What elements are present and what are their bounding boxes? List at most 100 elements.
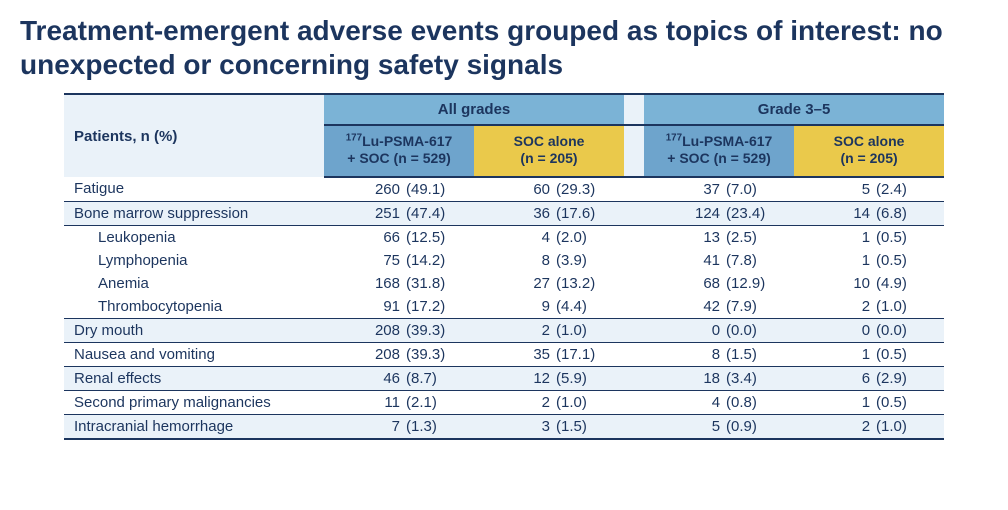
arm-header-lu-psma-all: 177Lu-PSMA-617+ SOC (n = 529): [324, 125, 474, 177]
group-header-row: Patients, n (%) All grades Grade 3–5: [64, 94, 944, 125]
cell-n: 124: [644, 201, 722, 225]
cell-n: 3: [474, 414, 552, 439]
cell-pct: (2.1): [402, 390, 474, 414]
cell-pct: (0.5): [872, 342, 944, 366]
arm-header-soc-g35: SOC alone(n = 205): [794, 125, 944, 177]
cell-pct: (2.9): [872, 366, 944, 390]
row-gap: [624, 366, 644, 390]
arm-header-lu-psma-g35: 177Lu-PSMA-617+ SOC (n = 529): [644, 125, 794, 177]
row-label: Bone marrow suppression: [64, 201, 324, 225]
cell-n: 13: [644, 225, 722, 249]
cell-n: 18: [644, 366, 722, 390]
row-label: Fatigue: [64, 177, 324, 202]
cell-pct: (1.0): [552, 318, 624, 342]
cell-pct: (8.7): [402, 366, 474, 390]
group-gap: [624, 94, 644, 125]
table-row: Thrombocytopenia91(17.2)9(4.4)42(7.9)2(1…: [64, 295, 944, 319]
cell-pct: (3.9): [552, 249, 624, 272]
cell-pct: (29.3): [552, 177, 624, 202]
cell-pct: (0.5): [872, 249, 944, 272]
cell-pct: (0.5): [872, 225, 944, 249]
cell-pct: (31.8): [402, 272, 474, 295]
cell-n: 75: [324, 249, 402, 272]
cell-pct: (2.4): [872, 177, 944, 202]
cell-n: 41: [644, 249, 722, 272]
cell-n: 5: [794, 177, 872, 202]
cell-n: 1: [794, 225, 872, 249]
cell-pct: (7.0): [722, 177, 794, 202]
cell-n: 1: [794, 342, 872, 366]
cell-n: 2: [794, 414, 872, 439]
cell-pct: (2.5): [722, 225, 794, 249]
cell-n: 168: [324, 272, 402, 295]
cell-pct: (13.2): [552, 272, 624, 295]
arm-label: 177Lu-PSMA-617+ SOC (n = 529): [346, 133, 453, 167]
row-gap: [624, 177, 644, 202]
row-gap: [624, 249, 644, 272]
row-gap: [624, 414, 644, 439]
cell-pct: (14.2): [402, 249, 474, 272]
cell-n: 260: [324, 177, 402, 202]
table-row: Fatigue260(49.1)60(29.3) 37(7.0)5(2.4): [64, 177, 944, 202]
cell-n: 36: [474, 201, 552, 225]
table-row: Lymphopenia75(14.2)8(3.9)41(7.8)1(0.5): [64, 249, 944, 272]
cell-n: 11: [324, 390, 402, 414]
cell-pct: (1.0): [872, 414, 944, 439]
cell-n: 1: [794, 249, 872, 272]
row-gap: [624, 318, 644, 342]
cell-n: 208: [324, 342, 402, 366]
row-label: Second primary malignancies: [64, 390, 324, 414]
arm-gap: [624, 125, 644, 177]
table-row: Anemia168(31.8)27(13.2)68(12.9)10(4.9): [64, 272, 944, 295]
cell-n: 208: [324, 318, 402, 342]
cell-pct: (0.5): [872, 390, 944, 414]
cell-n: 9: [474, 295, 552, 319]
cell-n: 35: [474, 342, 552, 366]
table-row: Leukopenia66(12.5)4(2.0)13(2.5)1(0.5): [64, 225, 944, 249]
cell-n: 6: [794, 366, 872, 390]
cell-pct: (12.9): [722, 272, 794, 295]
ae-table-body: Fatigue260(49.1)60(29.3)37(7.0)5(2.4)Bon…: [64, 177, 944, 439]
cell-pct: (0.0): [872, 318, 944, 342]
cell-n: 2: [474, 318, 552, 342]
row-label: Leukopenia: [64, 225, 324, 249]
cell-pct: (4.4): [552, 295, 624, 319]
row-gap: [624, 225, 644, 249]
cell-pct: (49.1): [402, 177, 474, 202]
row-label: Lymphopenia: [64, 249, 324, 272]
row-label: Anemia: [64, 272, 324, 295]
cell-n: 251: [324, 201, 402, 225]
table-row: Second primary malignancies11(2.1)2(1.0)…: [64, 390, 944, 414]
row-label: Dry mouth: [64, 318, 324, 342]
cell-pct: (1.5): [552, 414, 624, 439]
table-row: Nausea and vomiting208(39.3)35(17.1)8(1.…: [64, 342, 944, 366]
cell-n: 4: [474, 225, 552, 249]
cell-n: 37: [644, 177, 722, 202]
cell-pct: (17.6): [552, 201, 624, 225]
row-label: Intracranial hemorrhage: [64, 414, 324, 439]
arm-label: SOC alone(n = 205): [834, 133, 905, 167]
cell-n: 60: [474, 177, 552, 202]
table-row: Intracranial hemorrhage7(1.3)3(1.5)5(0.9…: [64, 414, 944, 439]
cell-pct: (47.4): [402, 201, 474, 225]
cell-pct: (1.0): [872, 295, 944, 319]
group-header-all-grades: All grades: [324, 94, 624, 125]
cell-pct: (4.9): [872, 272, 944, 295]
arm-label: 177Lu-PSMA-617+ SOC (n = 529): [666, 133, 773, 167]
arm-header-soc-all: SOC alone(n = 205): [474, 125, 624, 177]
group-header-grade-3-5: Grade 3–5: [644, 94, 944, 125]
cell-n: 8: [644, 342, 722, 366]
cell-pct: (2.0): [552, 225, 624, 249]
cell-n: 4: [644, 390, 722, 414]
row-label: Nausea and vomiting: [64, 342, 324, 366]
table-row: Dry mouth208(39.3)2(1.0)0(0.0)0(0.0): [64, 318, 944, 342]
ae-table-container: Patients, n (%) All grades Grade 3–5 177…: [64, 93, 944, 440]
cell-pct: (3.4): [722, 366, 794, 390]
cell-n: 2: [474, 390, 552, 414]
cell-pct: (0.8): [722, 390, 794, 414]
ae-table: Patients, n (%) All grades Grade 3–5 177…: [64, 93, 944, 440]
cell-n: 8: [474, 249, 552, 272]
cell-n: 66: [324, 225, 402, 249]
row-label: Renal effects: [64, 366, 324, 390]
cell-n: 0: [644, 318, 722, 342]
